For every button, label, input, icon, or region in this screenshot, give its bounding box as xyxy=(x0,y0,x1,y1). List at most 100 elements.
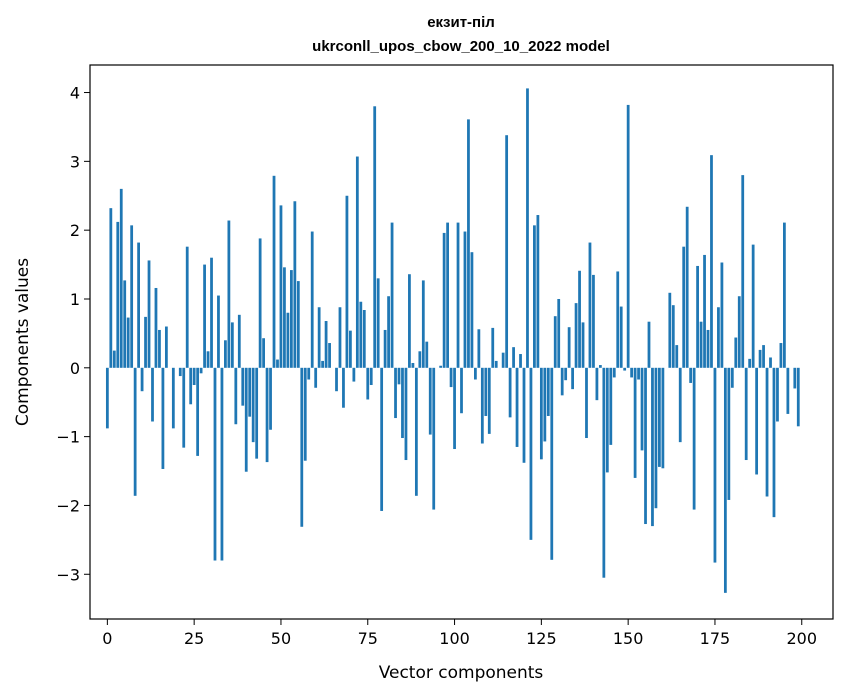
bar-130 xyxy=(557,298,561,368)
bar-53 xyxy=(289,270,293,368)
bar-124 xyxy=(536,215,540,368)
bar-116 xyxy=(508,367,512,418)
bar-19 xyxy=(171,367,175,429)
x-axis-ticks: 0 25 50 75 100 125 150 175 200 xyxy=(102,619,817,648)
y-tick-label: 3 xyxy=(70,152,80,171)
bar-57 xyxy=(303,367,307,461)
bar-158 xyxy=(654,367,658,509)
bar-118 xyxy=(515,367,519,447)
bar-21 xyxy=(178,367,182,377)
bar-8 xyxy=(133,367,137,496)
bar-3 xyxy=(116,221,120,368)
bar-56 xyxy=(300,367,304,527)
bar-193 xyxy=(776,367,779,422)
bar-36 xyxy=(230,322,234,368)
bar-74 xyxy=(362,310,366,368)
bar-170 xyxy=(696,265,699,368)
y-tick-label: −1 xyxy=(56,428,80,447)
bars-group xyxy=(105,88,800,593)
bar-132 xyxy=(564,367,568,381)
bar-189 xyxy=(762,345,765,368)
bar-34 xyxy=(224,340,227,368)
x-tick-label: 200 xyxy=(786,629,817,648)
bar-182 xyxy=(737,296,741,368)
bar-135 xyxy=(574,303,578,368)
bar-133 xyxy=(567,327,571,368)
bar-143 xyxy=(602,367,606,578)
bar-96 xyxy=(439,365,443,368)
x-tick-label: 75 xyxy=(358,629,378,648)
bar-163 xyxy=(671,305,675,368)
bar-107 xyxy=(477,329,481,368)
bar-176 xyxy=(717,307,720,368)
bar-51 xyxy=(283,267,286,368)
bar-49 xyxy=(276,359,279,368)
bar-87 xyxy=(408,274,411,368)
y-axis-ticks: −3 −2 −1 0 1 2 3 4 xyxy=(56,84,90,584)
bar-168 xyxy=(689,367,693,383)
bar-160 xyxy=(661,367,665,469)
bar-23 xyxy=(185,246,189,368)
bar-195 xyxy=(783,222,786,368)
bar-4 xyxy=(119,188,123,368)
bar-172 xyxy=(703,254,706,368)
bar-102 xyxy=(460,367,463,414)
bar-94 xyxy=(432,367,436,510)
y-tick-label: 1 xyxy=(70,290,80,309)
bar-76 xyxy=(369,367,373,386)
bar-111 xyxy=(491,327,495,368)
bar-137 xyxy=(581,322,585,368)
bar-69 xyxy=(345,195,349,368)
bar-174 xyxy=(710,155,713,368)
bar-81 xyxy=(387,296,390,368)
bar-114 xyxy=(501,352,505,368)
bar-86 xyxy=(404,367,408,461)
bar-139 xyxy=(588,242,592,368)
chart-title-line1: екзит-пiл xyxy=(427,14,495,31)
bar-67 xyxy=(338,307,342,368)
bar-152 xyxy=(633,367,637,478)
bar-13 xyxy=(151,367,154,422)
bar-29 xyxy=(206,351,210,368)
bar-92 xyxy=(425,341,429,368)
bar-44 xyxy=(258,238,262,368)
bar-52 xyxy=(286,312,290,368)
x-tick-label: 50 xyxy=(271,629,291,648)
bar-99 xyxy=(449,367,453,388)
bar-68 xyxy=(342,367,345,408)
bar-33 xyxy=(220,367,224,561)
bar-77 xyxy=(373,106,377,368)
y-tick-label: 0 xyxy=(70,359,80,378)
bar-188 xyxy=(758,349,762,368)
bar-2 xyxy=(112,350,116,368)
bar-126 xyxy=(543,367,547,442)
bar-123 xyxy=(533,225,536,368)
x-tick-label: 175 xyxy=(700,629,731,648)
bar-101 xyxy=(456,222,460,368)
bar-122 xyxy=(529,367,533,540)
x-tick-label: 125 xyxy=(526,629,557,648)
bar-97 xyxy=(442,232,446,368)
bar-142 xyxy=(598,365,602,368)
bar-166 xyxy=(682,246,686,368)
bar-100 xyxy=(453,367,456,450)
bar-136 xyxy=(578,270,581,368)
x-tick-label: 0 xyxy=(102,629,112,648)
bar-109 xyxy=(484,367,488,416)
bar-17 xyxy=(164,326,168,368)
bar-59 xyxy=(310,231,314,368)
x-axis-label: Vector components xyxy=(379,663,544,683)
bar-190 xyxy=(765,367,769,497)
bar-147 xyxy=(616,271,620,368)
bar-134 xyxy=(571,367,574,390)
bar-1 xyxy=(109,208,113,368)
bar-66 xyxy=(335,367,338,392)
bar-154 xyxy=(640,367,644,451)
bar-0 xyxy=(105,367,109,429)
bar-128 xyxy=(550,367,554,560)
bar-89 xyxy=(414,367,418,496)
bar-183 xyxy=(741,175,745,368)
bar-159 xyxy=(658,367,661,467)
bar-162 xyxy=(668,292,672,368)
bar-146 xyxy=(612,367,616,378)
